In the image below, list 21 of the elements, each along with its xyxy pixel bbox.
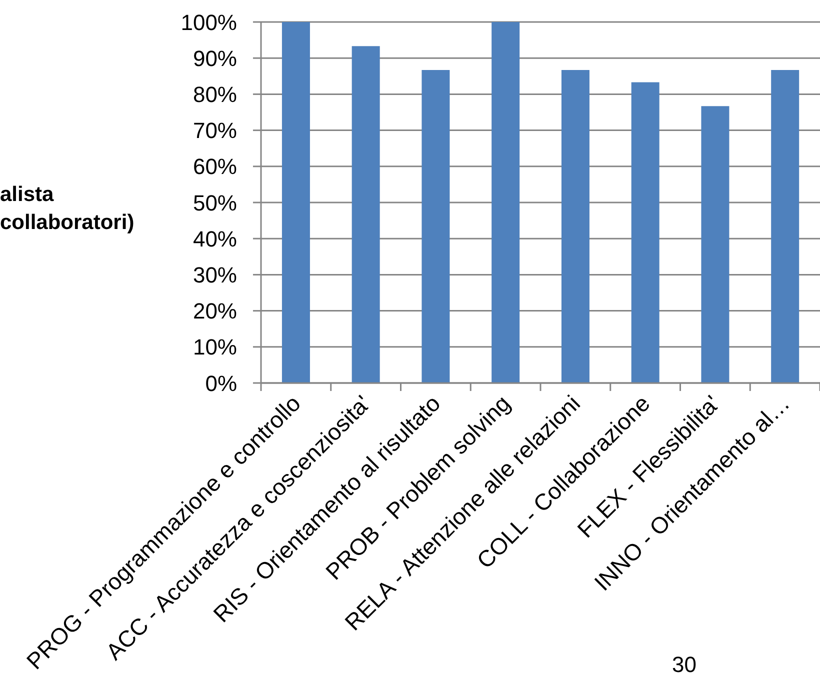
- bar: [422, 70, 450, 383]
- bar: [631, 82, 660, 383]
- y-tick-label: 10%: [192, 334, 237, 360]
- y-tick-label: 20%: [192, 298, 237, 324]
- text: 30: [672, 652, 696, 678]
- bar: [282, 22, 310, 383]
- y-tick-label: 30%: [192, 262, 237, 288]
- y-tick-label: 60%: [192, 154, 237, 180]
- bar: [771, 70, 800, 383]
- text: alista collaboratori): [0, 182, 134, 236]
- y-tick-label: 90%: [192, 46, 237, 71]
- y-tick-label: 40%: [192, 226, 237, 252]
- y-tick-label: 80%: [192, 82, 237, 108]
- y-tick-label: 0%: [205, 370, 237, 396]
- y-tick-label: 70%: [192, 118, 237, 144]
- bar: [561, 70, 590, 383]
- y-tick-label: 100%: [180, 10, 237, 35]
- bar: [352, 46, 380, 383]
- bar: [492, 22, 520, 383]
- bar: [701, 106, 730, 383]
- y-tick-label: 50%: [192, 190, 237, 216]
